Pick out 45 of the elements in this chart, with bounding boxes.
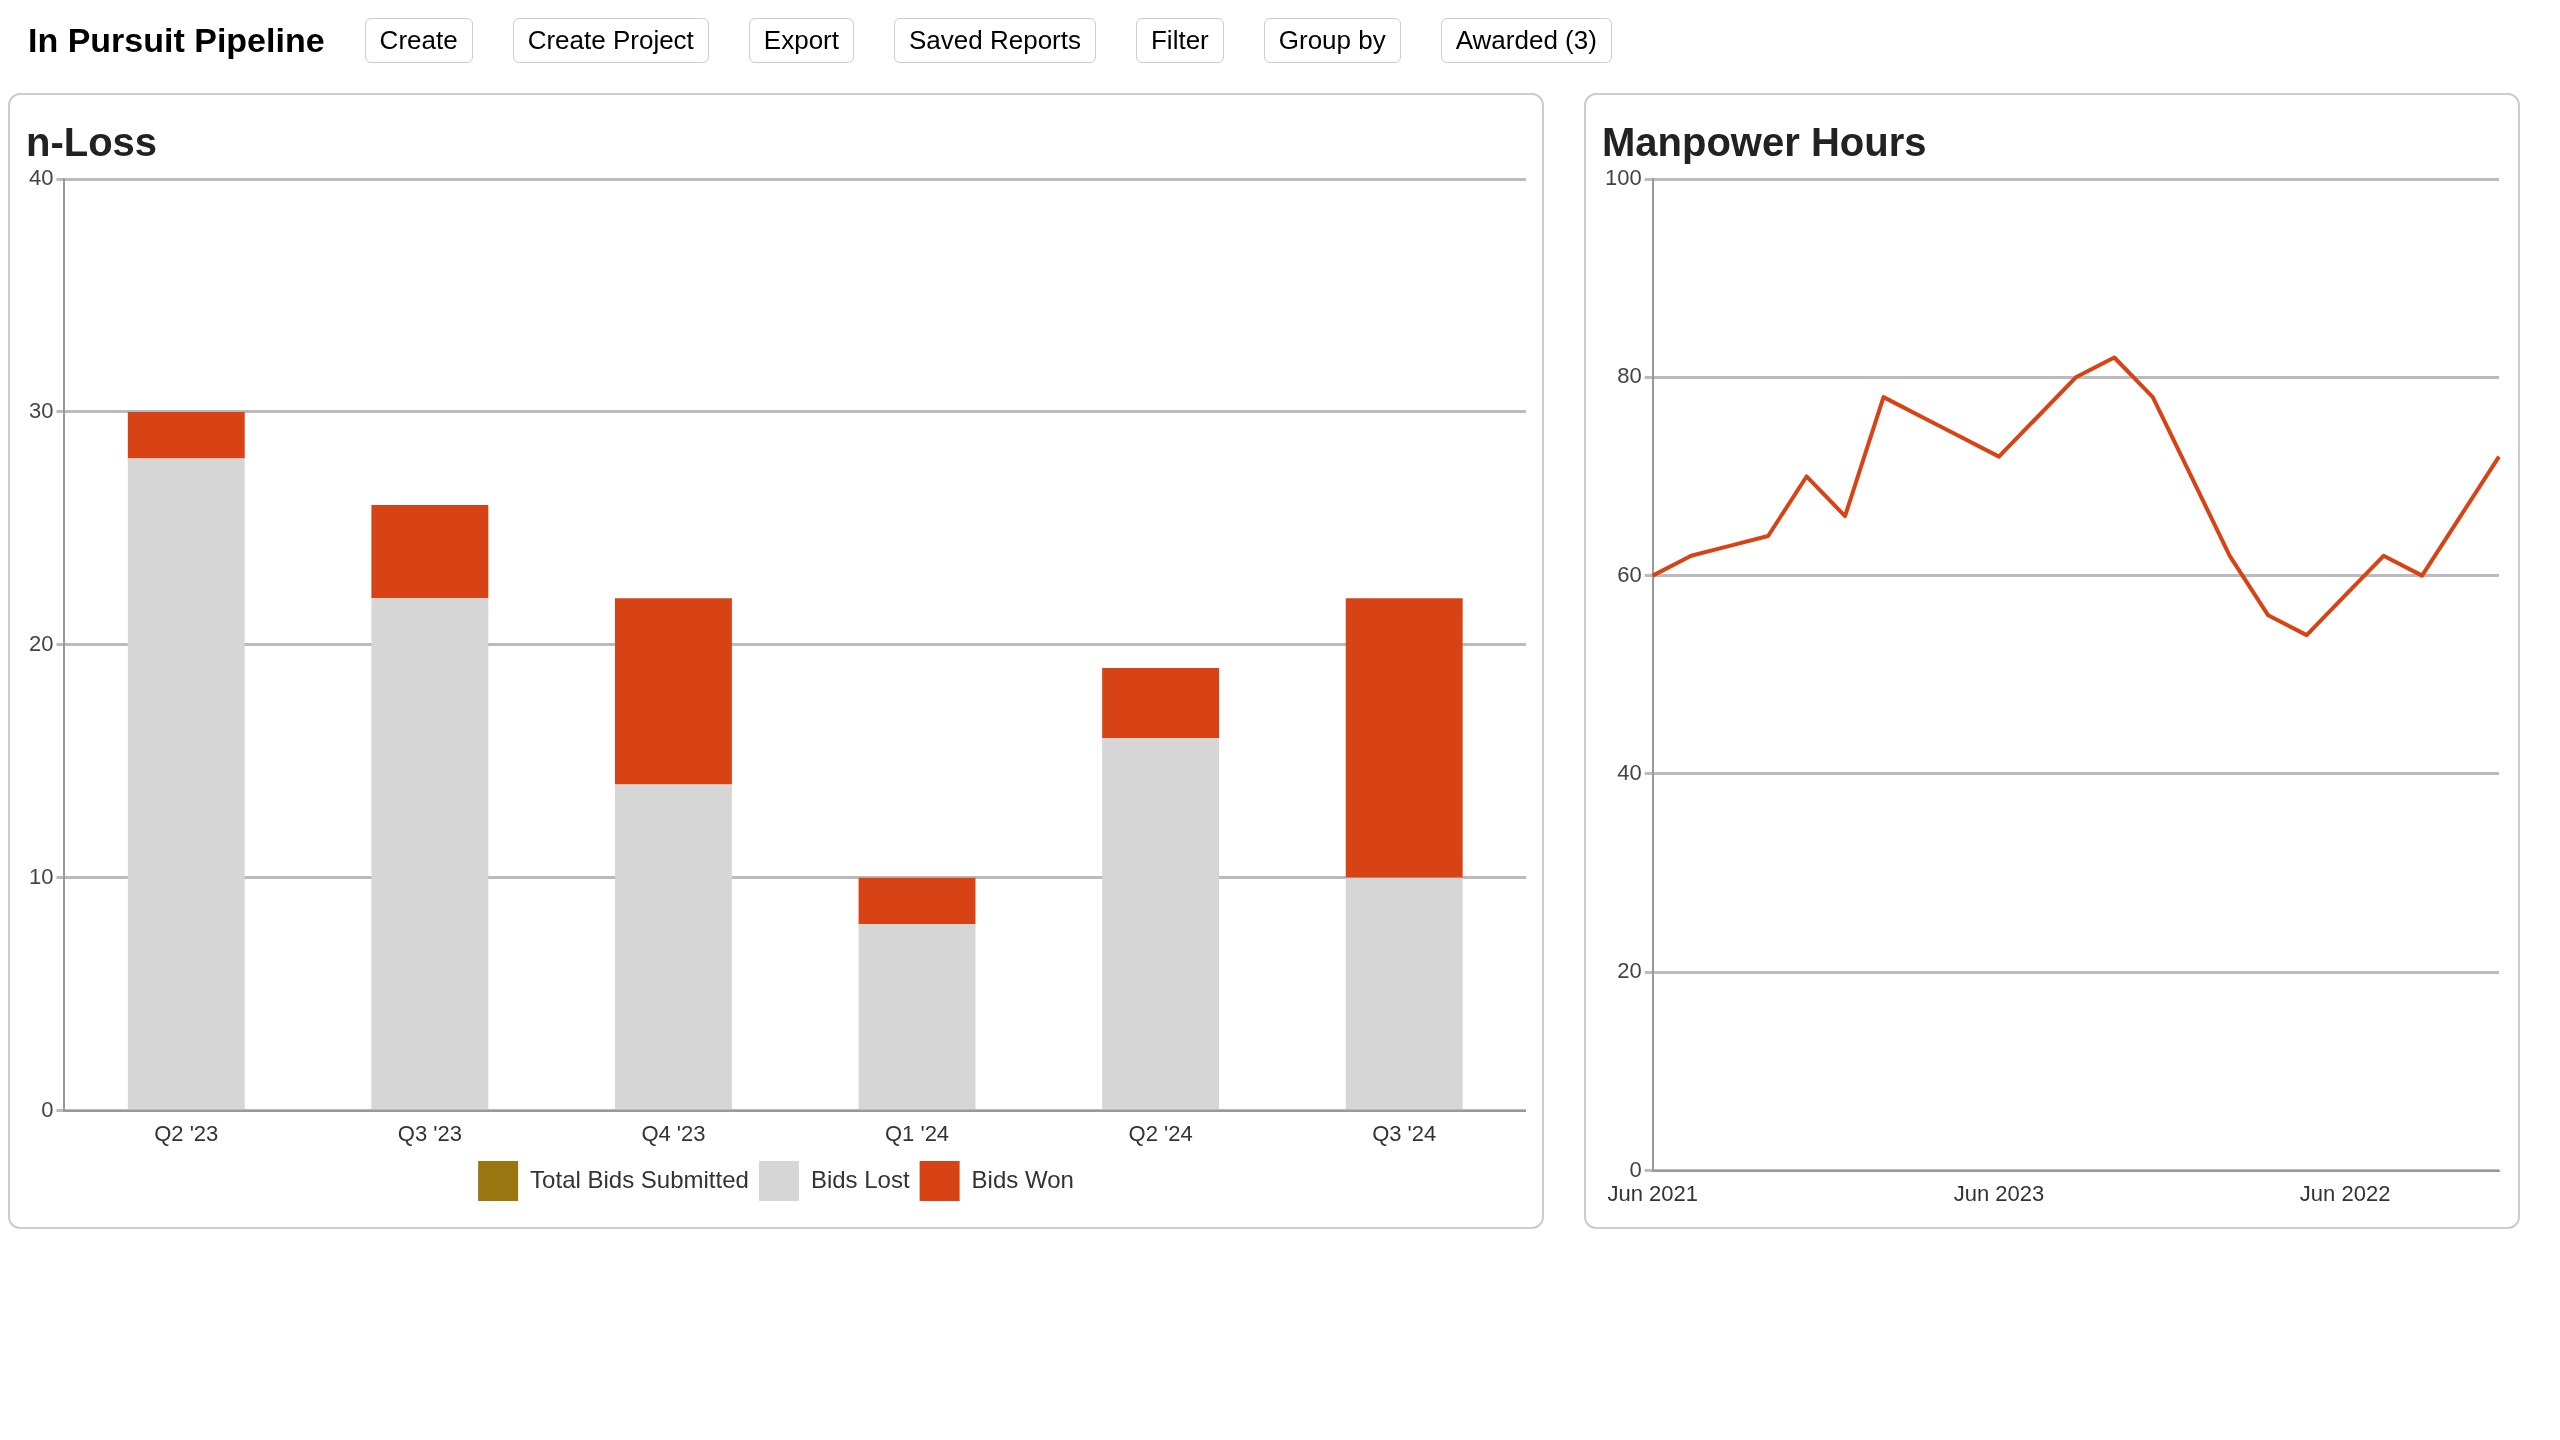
x-tick-label: Q2 '24 [1128,1120,1193,1146]
legend-label: Total Bids Submitted [530,1165,749,1193]
x-tick-label: Q3 '24 [1372,1120,1437,1146]
legend-label: Bids Lost [810,1165,910,1193]
y-tick-label: 40 [28,165,54,191]
bar [371,598,489,1110]
x-tick-label: Q3 '23 [397,1120,462,1146]
legend-label: Bids Won [971,1165,1074,1193]
y-tick-label: 0 [41,1096,54,1122]
bar [614,784,732,1110]
y-tick-label: 80 [1617,363,1642,389]
y-tick-label: 60 [1617,561,1642,587]
x-tick-label: Jun 2023 [1953,1180,2045,1206]
y-tick-label: 20 [1617,958,1642,984]
x-tick-label: Q2 '23 [154,1120,219,1146]
y-tick-label: 10 [28,863,54,889]
bar [127,411,245,459]
bar [371,505,489,599]
text: Create [364,18,473,63]
bar [1102,737,1220,1110]
text: Filter [1135,18,1224,63]
bar [1345,877,1463,1110]
text: Awarded (3) [1440,18,1612,63]
x-tick-label: Jun 2021 [1607,1180,1698,1206]
text: Create Project [512,18,709,63]
y-tick-label: 0 [1629,1156,1642,1182]
chart-title: Manpower Hours [1602,120,1927,165]
bar [858,924,976,1110]
y-tick-label: 20 [28,630,54,656]
bar [1102,668,1220,738]
chart-title: n-Loss [26,120,158,165]
text: Saved Reports [894,18,1096,63]
text: Group by [1263,18,1401,63]
x-tick-label: Q4 '23 [641,1120,706,1146]
bar [858,877,976,925]
bar [1345,598,1463,878]
text: Export [748,18,854,63]
x-tick-label: Q1 '24 [884,1120,950,1146]
bar [614,598,732,785]
y-tick-label: 100 [1604,165,1642,191]
x-tick-label: Jun 2022 [2299,1180,2391,1206]
y-tick-label: 30 [28,397,54,423]
y-tick-label: 40 [1617,760,1642,786]
bar [127,458,245,1110]
text: In Pursuit Pipeline [28,21,325,60]
